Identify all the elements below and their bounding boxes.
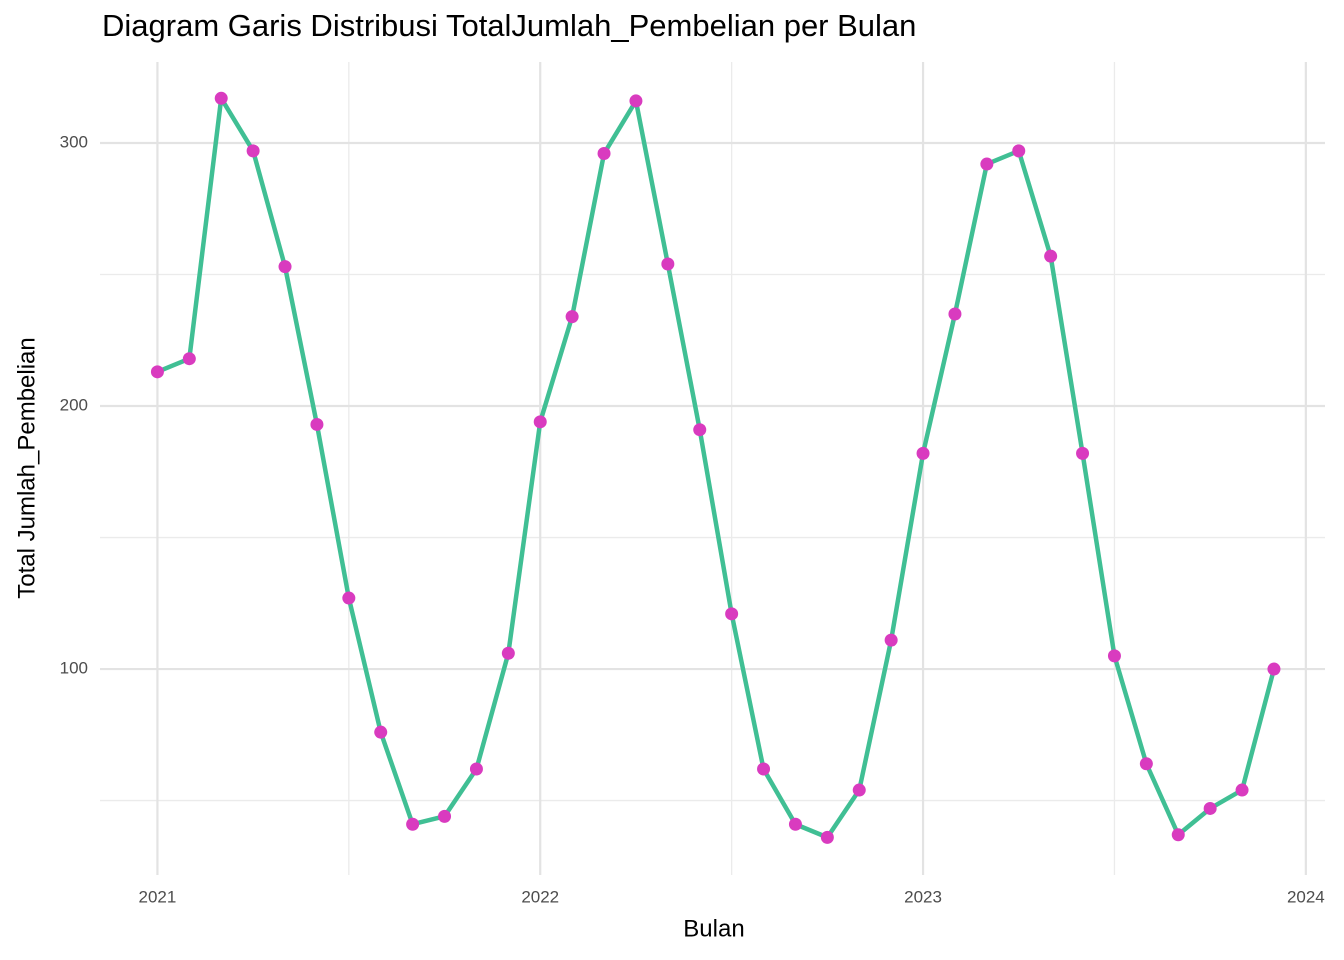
point — [182, 352, 196, 366]
point — [1203, 801, 1217, 815]
y-axis-label: Total Jumlah_Pembelian — [13, 337, 40, 598]
point — [1044, 249, 1058, 263]
point — [1076, 446, 1090, 460]
point — [406, 817, 420, 831]
point — [820, 830, 834, 844]
point — [246, 144, 260, 158]
point — [980, 157, 994, 171]
point — [693, 423, 707, 437]
point — [884, 633, 898, 647]
point — [757, 762, 771, 776]
point — [533, 415, 547, 429]
point — [597, 147, 611, 161]
point — [661, 257, 675, 271]
line — [156, 96, 1277, 840]
point — [916, 446, 930, 460]
y-tick-label: 100 — [60, 659, 88, 678]
x-tick-label: 2024 — [1287, 887, 1325, 906]
point — [725, 607, 739, 621]
point — [1267, 662, 1281, 676]
x-tick-label: 2021 — [139, 887, 177, 906]
point — [1171, 828, 1185, 842]
point — [788, 817, 802, 831]
point — [278, 260, 292, 274]
y-tick-label: 300 — [60, 132, 88, 151]
x-tick-label: 2022 — [521, 887, 559, 906]
point — [310, 417, 324, 431]
point — [1012, 144, 1026, 158]
x-axis-label: Bulan — [683, 915, 744, 942]
point — [342, 591, 356, 605]
point — [1107, 649, 1121, 663]
point — [1139, 757, 1153, 771]
point — [501, 646, 515, 660]
x-tick-label: 2023 — [904, 887, 942, 906]
point — [948, 307, 962, 321]
point — [852, 783, 866, 797]
point — [629, 94, 643, 108]
point — [150, 365, 164, 379]
point — [469, 762, 483, 776]
chart-title: Diagram Garis Distribusi TotalJumlah_Pem… — [102, 8, 916, 43]
point — [438, 809, 452, 823]
point — [214, 91, 228, 105]
point — [565, 310, 579, 324]
y-tick-label: 200 — [60, 396, 88, 415]
point — [374, 725, 388, 739]
point — [1235, 783, 1249, 797]
